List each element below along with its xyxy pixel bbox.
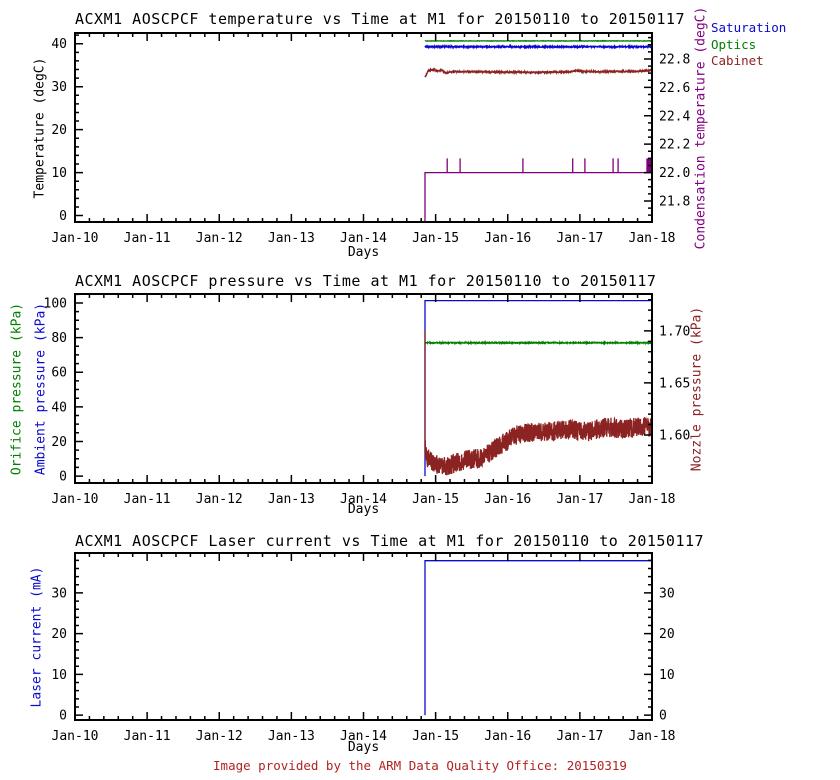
x-tick-label: Jan-12 <box>196 492 243 507</box>
r-tick-label: 20 <box>659 627 675 642</box>
l-tick-label: 80 <box>51 331 67 346</box>
provenance-note: Image provided by the ARM Data Quality O… <box>213 758 627 773</box>
axis-label-temperature: Temperature (degC) <box>32 57 48 199</box>
series-line-orifice-pressure <box>424 339 653 346</box>
x-tick-label: Jan-13 <box>268 729 315 744</box>
x-tick-label: Jan-10 <box>52 231 99 246</box>
x-tick-label: Jan-11 <box>124 729 171 744</box>
axis-label-ambient-pressure: Ambient pressure (kPa) <box>33 302 49 476</box>
r-tick-label: 10 <box>659 668 675 683</box>
axis-label-nozzle-pressure: Nozzle pressure (kPa) <box>689 306 705 472</box>
axis-label-laser-current: Laser current (mA) <box>29 566 45 708</box>
axis-ticks <box>74 553 653 720</box>
legend: Saturation Optics Cabinet <box>711 20 786 70</box>
l-tick-label: 30 <box>51 586 67 601</box>
l-tick-label: 30 <box>51 80 67 95</box>
l-tick-label: 0 <box>59 209 67 224</box>
r-tick-label: 22.0 <box>659 166 690 181</box>
x-tick-label: Jan-14 <box>340 231 387 246</box>
x-tick-label: Jan-13 <box>268 492 315 507</box>
x-tick-label: Jan-16 <box>484 231 531 246</box>
l-tick-label: 0 <box>59 709 67 724</box>
x-axis-label-days-3: Days <box>347 740 380 755</box>
axis-label-condensation-temperature: Condensation temperature (degC) <box>693 6 709 250</box>
x-tick-label: Jan-10 <box>52 729 99 744</box>
x-tick-label: Jan-15 <box>412 231 459 246</box>
x-axis-label-days-1: Days <box>347 245 380 260</box>
legend-item-optics: Optics <box>711 36 757 52</box>
r-tick-label: 22.2 <box>659 138 690 153</box>
series-line-laser-current <box>424 560 652 716</box>
l-tick-label: 10 <box>51 668 67 683</box>
r-tick-label: 22.6 <box>659 81 690 96</box>
l-tick-label: 10 <box>51 166 67 181</box>
x-tick-label: Jan-15 <box>412 729 459 744</box>
x-tick-label: Jan-13 <box>268 231 315 246</box>
x-tick-label: Jan-17 <box>556 492 603 507</box>
series-line-optics <box>424 39 653 43</box>
legend-item-saturation: Saturation <box>711 20 787 35</box>
r-tick-label: 1.70 <box>659 324 690 339</box>
chart-title-temperature: ACXM1 AOSCPCF temperature vs Time at M1 … <box>75 10 685 28</box>
x-axis-label-days-2: Days <box>347 502 380 517</box>
l-tick-label: 0 <box>59 470 67 485</box>
r-tick-label: 1.65 <box>659 376 690 391</box>
l-tick-label: 20 <box>51 435 67 450</box>
r-tick-label: 30 <box>659 586 675 601</box>
r-tick-label: 22.8 <box>659 52 690 67</box>
series-line-nozzle-pressure <box>424 330 653 476</box>
chart-title-laser-current: ACXM1 AOSCPCF Laser current vs Time at M… <box>75 532 705 550</box>
x-tick-label: Jan-15 <box>412 492 459 507</box>
plot-frame <box>74 293 653 484</box>
x-tick-label: Jan-18 <box>629 231 676 246</box>
axis-label-orifice-pressure: Orifice pressure (kPa) <box>9 302 25 476</box>
chart-title-pressure: ACXM1 AOSCPCF pressure vs Time at M1 for… <box>75 272 657 290</box>
x-tick-label: Jan-18 <box>629 492 676 507</box>
series-line-cabinet <box>424 66 653 78</box>
l-tick-label: 20 <box>51 123 67 138</box>
x-tick-label: Jan-18 <box>629 729 676 744</box>
x-tick-label: Jan-17 <box>556 729 603 744</box>
l-tick-label: 60 <box>51 366 67 381</box>
x-tick-label: Jan-11 <box>124 492 171 507</box>
r-tick-label: 22.4 <box>659 109 690 124</box>
l-tick-label: 40 <box>51 400 67 415</box>
series-line-ambient-pressure <box>424 299 652 477</box>
l-tick-label: 20 <box>51 627 67 642</box>
x-tick-label: Jan-17 <box>556 231 603 246</box>
axis-ticks <box>74 33 653 222</box>
series-line-condensation <box>424 158 652 222</box>
x-tick-label: Jan-10 <box>52 492 99 507</box>
r-tick-label: 21.8 <box>659 194 690 209</box>
plot-frame <box>74 32 653 223</box>
r-tick-label: 0 <box>659 709 667 724</box>
x-tick-label: Jan-14 <box>340 729 387 744</box>
r-tick-label: 1.60 <box>659 428 690 443</box>
x-tick-label: Jan-16 <box>484 492 531 507</box>
legend-item-cabinet: Cabinet <box>711 53 764 68</box>
x-tick-label: Jan-16 <box>484 729 531 744</box>
l-tick-label: 100 <box>44 297 67 312</box>
x-tick-label: Jan-11 <box>124 231 171 246</box>
x-tick-label: Jan-14 <box>340 492 387 507</box>
x-tick-label: Jan-12 <box>196 231 243 246</box>
plot-frame <box>74 552 653 721</box>
x-tick-label: Jan-12 <box>196 729 243 744</box>
series-line-saturation <box>424 43 653 50</box>
axis-ticks <box>74 293 653 483</box>
l-tick-label: 40 <box>51 37 67 52</box>
